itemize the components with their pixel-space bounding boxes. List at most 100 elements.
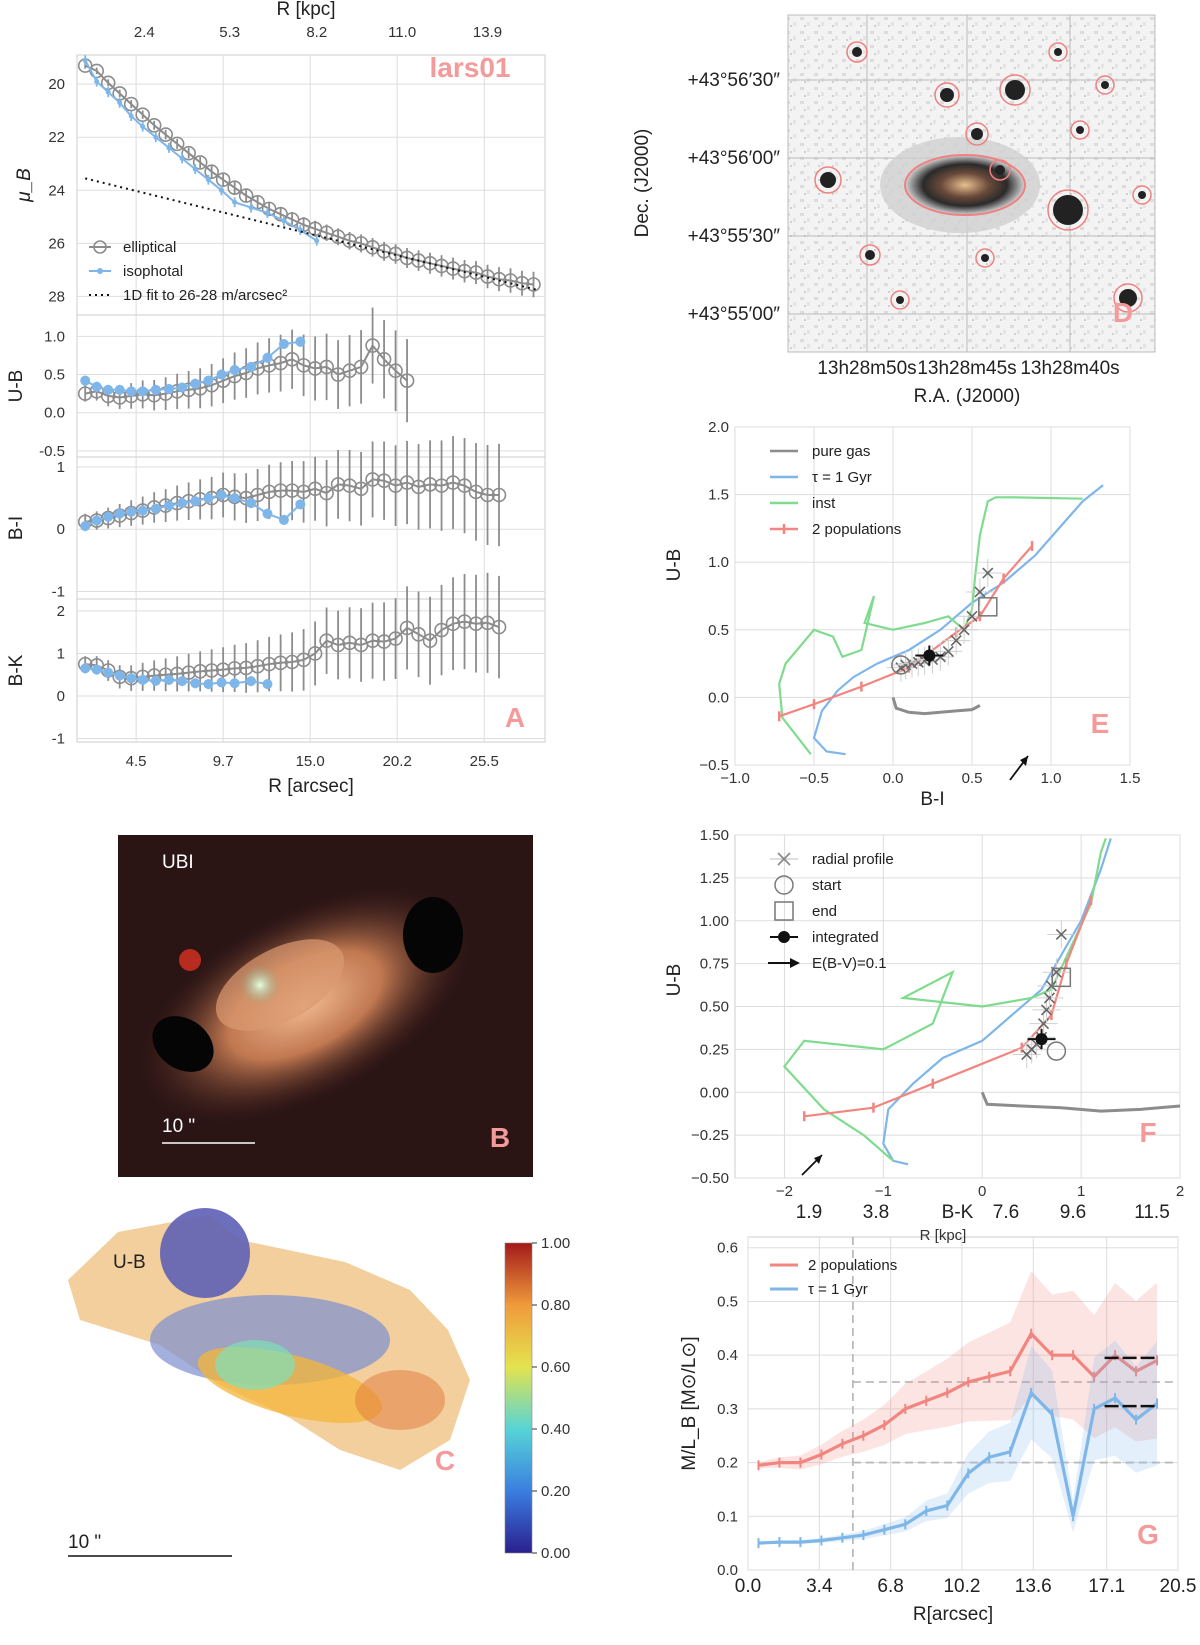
isophotal-point bbox=[264, 210, 270, 216]
x-axis-label: B-I bbox=[920, 789, 944, 810]
isophotal-point bbox=[163, 384, 174, 395]
x-tick-label: 1.0 bbox=[1041, 770, 1062, 787]
series-line bbox=[758, 1389, 1158, 1545]
elliptical-point bbox=[192, 664, 208, 679]
isophotal-point bbox=[262, 508, 273, 519]
profile-point bbox=[982, 567, 994, 579]
elliptical-point bbox=[434, 622, 449, 638]
isophotal-point bbox=[203, 375, 214, 386]
x-tick-label: 10.2 bbox=[943, 1576, 980, 1597]
elliptical-point bbox=[376, 351, 392, 367]
isophotal-point bbox=[203, 493, 214, 504]
isophotal-point bbox=[126, 506, 137, 517]
y-axis-label: U-B bbox=[664, 964, 685, 997]
isophotal-point bbox=[248, 205, 254, 211]
panel-label: F bbox=[1139, 1117, 1156, 1148]
end-marker bbox=[978, 597, 998, 617]
legend-marker-elliptical bbox=[93, 240, 107, 254]
source-contour bbox=[890, 290, 910, 310]
y-tick-label: 0.75 bbox=[700, 956, 729, 973]
y-tick-label: 1.0 bbox=[708, 554, 729, 571]
panel-label: C bbox=[435, 1445, 455, 1476]
plot-frame bbox=[76, 598, 546, 743]
legend-marker-isophotal bbox=[97, 268, 103, 274]
elliptical-point bbox=[77, 386, 93, 401]
legend-marker bbox=[778, 931, 790, 943]
top-tick-label: 11.0 bbox=[388, 24, 416, 41]
isophotal-point bbox=[246, 361, 257, 372]
colorbar bbox=[504, 1242, 533, 1554]
elliptical-point bbox=[227, 661, 242, 676]
integrated-point bbox=[923, 649, 936, 662]
elliptical-line bbox=[85, 620, 500, 680]
x-axis-label: R.A. (J2000) bbox=[914, 386, 1021, 407]
x-tick-label: −0.5 bbox=[799, 770, 829, 787]
y-tick-label: 0.0 bbox=[708, 689, 729, 706]
isophotal-point bbox=[203, 679, 214, 690]
panel-label: B bbox=[490, 1122, 510, 1153]
elliptical-point bbox=[342, 233, 357, 249]
y-tick-label: -0.5 bbox=[39, 443, 65, 460]
point-source bbox=[1076, 126, 1084, 134]
legend-label: start bbox=[812, 877, 842, 894]
point-source bbox=[852, 47, 862, 57]
source-contour bbox=[859, 244, 881, 266]
elliptical-point bbox=[319, 359, 334, 375]
x-tick-label: 13h28m50s bbox=[817, 358, 916, 379]
integrated-point bbox=[1035, 1033, 1048, 1046]
isophotal-point bbox=[229, 493, 240, 504]
reddening-arrow-head bbox=[814, 1155, 822, 1164]
isophotal-point bbox=[295, 336, 306, 347]
y-tick-label: 0.2 bbox=[717, 1455, 738, 1472]
legend-label: pure gas bbox=[812, 443, 870, 460]
point-source bbox=[896, 296, 904, 304]
blue-region bbox=[160, 1208, 250, 1298]
isophotal-point bbox=[179, 155, 185, 161]
panel-label: G bbox=[1137, 1519, 1159, 1550]
panel-label: D bbox=[1113, 297, 1133, 328]
y-tick-label: 26 bbox=[48, 235, 65, 252]
series-line bbox=[758, 1331, 1158, 1467]
isophotal-point bbox=[94, 79, 100, 85]
elliptical-point bbox=[399, 373, 415, 388]
y-tick-label: -1 bbox=[52, 731, 65, 748]
y-tick-label: 0.00 bbox=[700, 1084, 729, 1101]
plot-frame bbox=[76, 456, 546, 600]
isophotal-point bbox=[205, 177, 211, 183]
point-source bbox=[1053, 195, 1083, 225]
masked-region bbox=[152, 1016, 214, 1072]
isophotal-point bbox=[103, 384, 114, 395]
start-marker bbox=[1046, 1041, 1067, 1061]
isophotal-point bbox=[262, 679, 273, 690]
galaxy-knot bbox=[240, 965, 280, 1005]
y-axis-label: Dec. (J2000) bbox=[632, 129, 653, 238]
panel-label: A bbox=[505, 702, 525, 733]
target-galaxy bbox=[904, 154, 1026, 216]
profile-point bbox=[974, 586, 986, 598]
colorbar-tick-label: 0.60 bbox=[541, 1359, 570, 1376]
elliptical-point bbox=[445, 616, 461, 631]
source-contour bbox=[1047, 189, 1089, 231]
elliptical-point bbox=[514, 275, 530, 291]
x-axis-label: B-K bbox=[942, 1202, 974, 1223]
legend-label: 1D fit to 26-28 m/arcsec² bbox=[123, 287, 287, 304]
elliptical-point bbox=[158, 127, 173, 142]
elliptical-point bbox=[457, 614, 472, 629]
elliptical-point bbox=[330, 637, 346, 653]
elliptical-point bbox=[273, 483, 288, 498]
y-tick-label: 28 bbox=[48, 288, 65, 305]
elliptical-point bbox=[365, 338, 380, 353]
elliptical-point bbox=[296, 652, 311, 668]
elliptical-point bbox=[307, 361, 323, 376]
isophotal-point bbox=[82, 57, 88, 63]
y-tick-label: 0.50 bbox=[700, 999, 729, 1016]
y-tick-label: +43°56′30″ bbox=[688, 70, 781, 91]
isophotal-point bbox=[190, 496, 201, 507]
isophotal-point bbox=[278, 339, 289, 350]
elliptical-line bbox=[85, 343, 408, 399]
point-source bbox=[940, 88, 954, 102]
y-tick-label: 22 bbox=[48, 129, 65, 146]
elliptical-point bbox=[411, 479, 426, 495]
elliptical-point bbox=[123, 96, 139, 112]
y-tick-label: 0.4 bbox=[717, 1347, 738, 1364]
